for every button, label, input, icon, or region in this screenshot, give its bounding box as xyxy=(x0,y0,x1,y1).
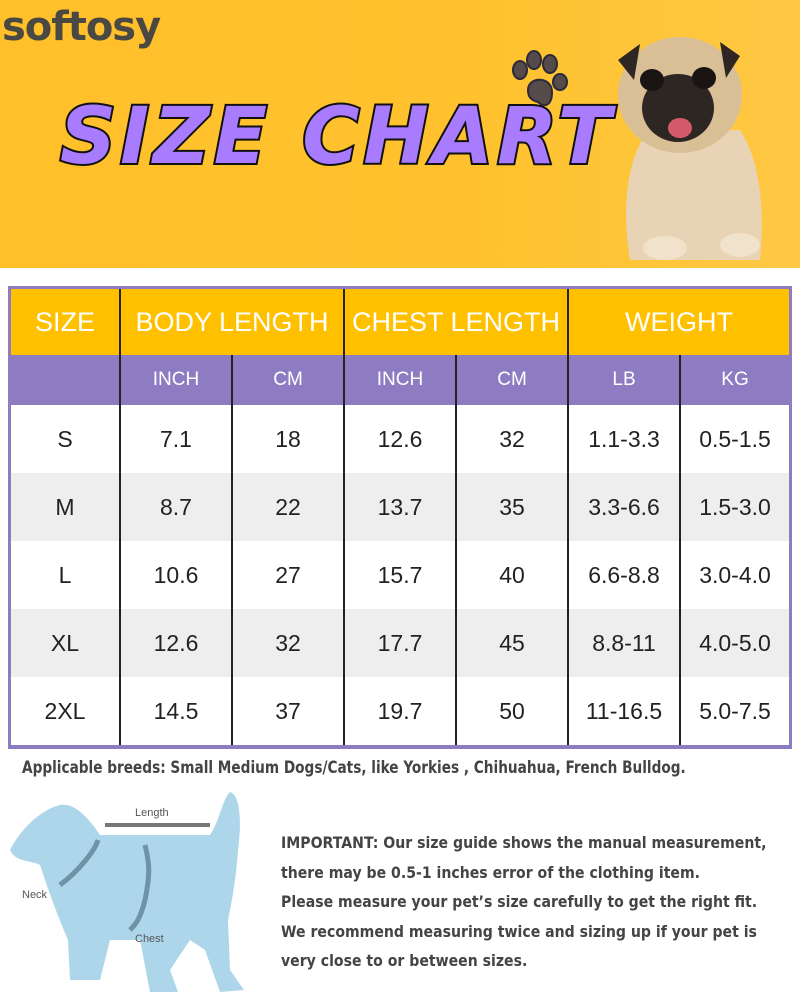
table-cell: 0.5-1.5 xyxy=(699,425,771,452)
chest-label: Chest xyxy=(135,933,164,945)
subheader-cell: KG xyxy=(721,369,749,390)
table-cell: 32 xyxy=(233,609,345,677)
header-weight: WEIGHT xyxy=(625,306,733,337)
table-cell: 12.6 xyxy=(345,405,457,473)
table-cell: XL xyxy=(11,609,121,677)
table-cell: 1.5-3.0 xyxy=(699,493,771,520)
brand-logo: softosy xyxy=(2,4,161,50)
subheader-cell: INCH xyxy=(121,355,233,405)
subheader-cell xyxy=(11,355,121,405)
pug-photo xyxy=(618,37,762,260)
note-line: IMPORTANT: Our size guide shows the manu… xyxy=(281,833,767,852)
subheader-cell: CM xyxy=(457,355,569,405)
table-cell: 50 xyxy=(457,677,569,745)
subheader-cell: LB xyxy=(569,355,681,405)
table-cell: S xyxy=(11,405,121,473)
paw-icon xyxy=(512,50,568,107)
table-subheader-row: INCH CM INCH CM LB KG xyxy=(11,355,789,405)
note-line: Please measure your pet’s size carefully… xyxy=(281,892,758,911)
neck-label: Neck xyxy=(22,889,48,901)
table-cell: M xyxy=(11,473,121,541)
table-cell: 8.7 xyxy=(121,473,233,541)
table-cell: 3.3-6.6 xyxy=(569,473,681,541)
header-body-length: BODY LENGTH xyxy=(121,289,345,355)
length-label: Length xyxy=(135,807,169,819)
table-cell: 2XL xyxy=(11,677,121,745)
table-cell: L xyxy=(11,541,121,609)
table-cell: 11-16.5 xyxy=(569,677,681,745)
table-cell: 14.5 xyxy=(121,677,233,745)
subheader-cell: CM xyxy=(233,355,345,405)
table-cell: 18 xyxy=(233,405,345,473)
table-cell: 7.1 xyxy=(121,405,233,473)
table-cell: 32 xyxy=(457,405,569,473)
table-row: M 8.7 22 13.7 35 3.3-6.6 1.5-3.0 xyxy=(11,473,789,541)
table-row: S 7.1 18 12.6 32 1.1-3.3 0.5-1.5 xyxy=(11,405,789,473)
subheader-cell: INCH xyxy=(345,355,457,405)
table-header-row: SIZE BODY LENGTH CHEST LENGTH WEIGHT xyxy=(11,289,789,355)
table-cell: 15.7 xyxy=(345,541,457,609)
header-chest-length: CHEST LENGTH xyxy=(345,289,569,355)
table-cell: 3.0-4.0 xyxy=(699,561,771,588)
table-row: XL 12.6 32 17.7 45 8.8-11 4.0-5.0 xyxy=(11,609,789,677)
banner: softosy SIZE CHART xyxy=(0,0,800,268)
table-cell: 4.0-5.0 xyxy=(699,629,771,656)
size-table: SIZE BODY LENGTH CHEST LENGTH WEIGHT INC… xyxy=(8,286,792,749)
important-note: IMPORTANT: Our size guide shows the manu… xyxy=(281,828,774,976)
applicable-breeds: Applicable breeds: Small Medium Dogs/Cat… xyxy=(22,758,686,777)
table-cell: 37 xyxy=(233,677,345,745)
page-title: SIZE CHART xyxy=(58,90,615,184)
table-cell: 35 xyxy=(457,473,569,541)
table-row: L 10.6 27 15.7 40 6.6-8.8 3.0-4.0 xyxy=(11,541,789,609)
table-cell: 1.1-3.3 xyxy=(569,405,681,473)
table-cell: 12.6 xyxy=(121,609,233,677)
table-cell: 8.8-11 xyxy=(569,609,681,677)
table-row: 2XL 14.5 37 19.7 50 11-16.5 5.0-7.5 xyxy=(11,677,789,745)
dog-measurement-diagram: Length Neck Chest xyxy=(10,792,244,992)
note-line: We recommend measuring twice and sizing … xyxy=(281,921,757,941)
table-cell: 13.7 xyxy=(345,473,457,541)
table-cell: 10.6 xyxy=(121,541,233,609)
table-cell: 22 xyxy=(233,473,345,541)
note-line: there may be 0.5-1 inches error of the c… xyxy=(281,862,701,882)
table-cell: 5.0-7.5 xyxy=(699,697,771,724)
header-size: SIZE xyxy=(11,289,121,355)
table-cell: 40 xyxy=(457,541,569,609)
table-cell: 45 xyxy=(457,609,569,677)
note-line: very close to or between sizes. xyxy=(281,951,528,970)
table-cell: 6.6-8.8 xyxy=(569,541,681,609)
table-cell: 27 xyxy=(233,541,345,609)
table-cell: 17.7 xyxy=(345,609,457,677)
table-cell: 19.7 xyxy=(345,677,457,745)
